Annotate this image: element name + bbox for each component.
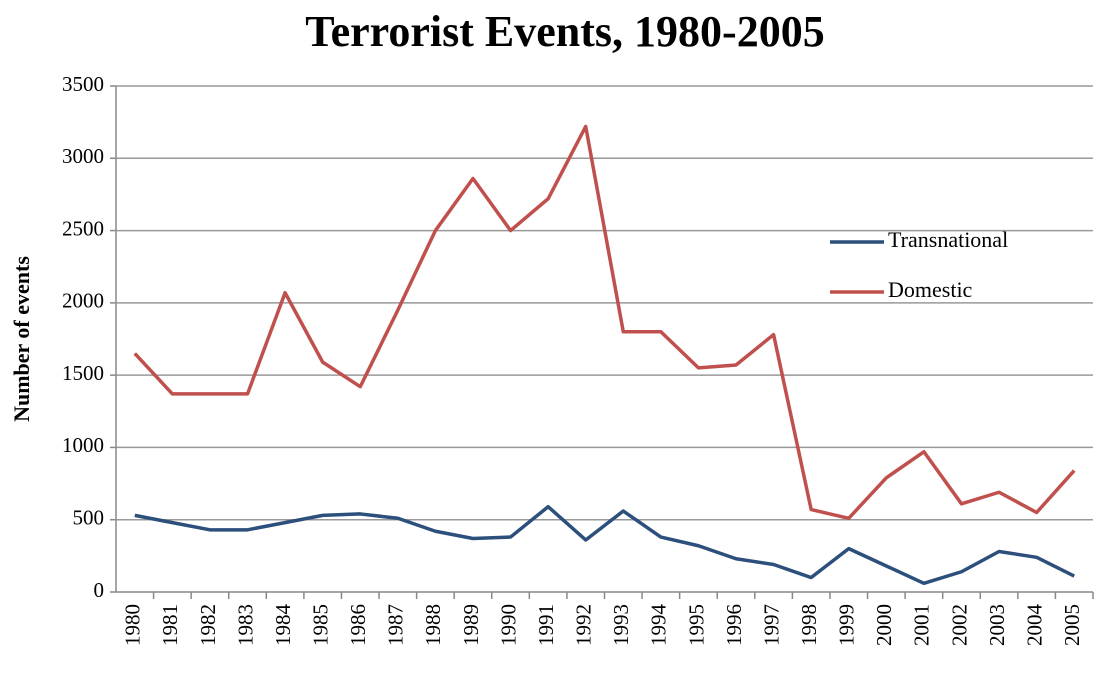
x-tick-label: 1986 xyxy=(346,604,370,646)
y-tick-label: 3500 xyxy=(62,72,104,96)
x-tick-label: 1989 xyxy=(459,604,483,646)
x-tick-label: 1995 xyxy=(684,604,708,646)
series-line xyxy=(134,504,1075,586)
x-tick-label: 1984 xyxy=(271,604,295,647)
y-tick-label: 500 xyxy=(73,506,105,530)
x-tick-label: 1981 xyxy=(158,604,182,646)
x-tick-label: 1997 xyxy=(759,604,783,646)
x-tick-label: 1999 xyxy=(835,604,859,646)
x-tick-label: 2001 xyxy=(910,604,934,646)
legend-label: Transnational xyxy=(888,227,1008,252)
x-tick-label: 1990 xyxy=(496,604,520,646)
y-tick-label: 3000 xyxy=(62,144,104,168)
legend-label: Domestic xyxy=(888,277,973,302)
y-tick-label: 2500 xyxy=(62,216,104,240)
series-line xyxy=(133,124,1076,521)
y-tick-label: 1500 xyxy=(62,361,104,385)
y-axis-label: Number of events xyxy=(9,256,34,422)
x-tick-label: 2002 xyxy=(947,604,971,646)
x-tick-label: 1988 xyxy=(421,604,445,646)
x-tick-label: 1985 xyxy=(308,604,332,646)
x-tick-label: 1996 xyxy=(722,604,746,646)
chart-title: Terrorist Events, 1980-2005 xyxy=(305,7,824,56)
y-tick-label: 1000 xyxy=(62,433,104,457)
x-tick-label: 1983 xyxy=(233,604,257,646)
x-tick-label: 2003 xyxy=(985,604,1009,646)
x-tick-label: 1980 xyxy=(121,604,145,646)
x-tick-label: 1998 xyxy=(797,604,821,646)
x-tick-label: 2005 xyxy=(1060,604,1084,646)
x-tick-label: 1993 xyxy=(609,604,633,646)
x-tick-label: 2000 xyxy=(872,604,896,646)
x-tick-label: 1982 xyxy=(196,604,220,646)
x-tick-label: 2004 xyxy=(1022,604,1046,647)
x-tick-label: 1992 xyxy=(572,604,596,646)
y-tick-label: 2000 xyxy=(62,289,104,313)
y-tick-label: 0 xyxy=(94,578,105,602)
x-tick-label: 1987 xyxy=(384,604,408,646)
x-tick-label: 1994 xyxy=(647,604,671,647)
x-tick-label: 1991 xyxy=(534,604,558,646)
